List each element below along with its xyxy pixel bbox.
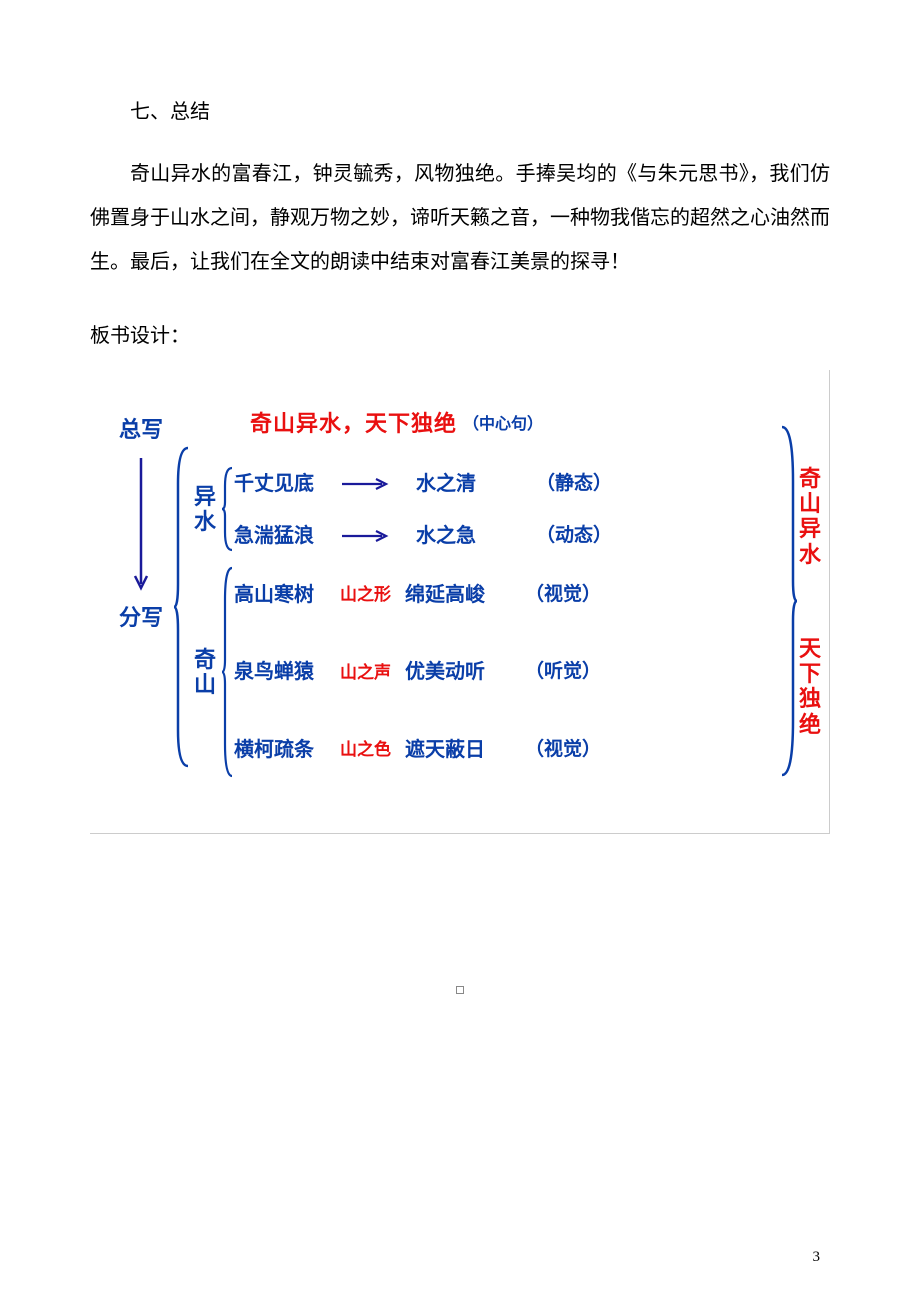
cell-desc: 绵延高峻 [405,573,503,617]
cell-desc: 水之急 [416,514,514,558]
cell-note: （视觉） [525,729,615,771]
mountain-row: 泉鸟蝉猿 山之声 优美动听 （听觉） [234,650,779,694]
center-sentence: 奇山异水，天下独绝 [250,400,457,448]
brace-mountain-icon [220,560,234,784]
cell-note: （动态） [536,515,626,557]
brace-right-icon [779,421,799,781]
board-design-label: 板书设计： [90,314,830,358]
cell-aspect: 山之声 [340,654,391,691]
brace-water-icon [220,462,234,556]
summary-top: 奇 山 异 水 [799,466,821,567]
label-water: 异 水 [190,462,220,556]
arrow-right-icon [340,477,390,491]
cell-note: （视觉） [525,574,615,616]
water-row: 急湍猛浪 水之急 （动态） [234,514,779,558]
cell-note: （听觉） [525,651,615,693]
summary-bottom: 天 下 独 绝 [799,636,821,737]
cell-note: （静态） [536,463,626,505]
cell-desc: 水之清 [416,462,514,506]
cell-desc: 遮天蔽日 [405,728,503,772]
cell-aspect: 山之色 [340,731,391,768]
cell-phrase: 千丈见底 [234,462,336,506]
cell-phrase: 高山寒树 [234,573,336,617]
label-overall: 总写 [119,406,163,454]
label-mountain: 奇 山 [190,560,220,784]
mountain-row: 横柯疏条 山之色 遮天蔽日 （视觉） [234,728,779,772]
label-detail: 分写 [119,594,163,642]
cell-desc: 优美动听 [405,650,503,694]
brace-left-icon [172,444,190,770]
summary-paragraph: 奇山异水的富春江，钟灵毓秀，风物独绝。手捧吴均的《与朱元思书》，我们仿佛置身于山… [90,152,830,284]
cell-phrase: 急湍猛浪 [234,514,336,558]
board-design-diagram: 总写 分写 奇山异水，天下独绝 （中心句） 异 水 [90,370,830,834]
water-row: 千丈见底 水之清 （静态） [234,462,779,506]
mountain-row: 高山寒树 山之形 绵延高峻 （视觉） [234,573,779,617]
cell-phrase: 泉鸟蝉猿 [234,650,336,694]
arrow-down-icon [133,454,149,594]
arrow-right-icon [340,529,390,543]
center-sentence-note: （中心句） [463,407,543,442]
section-heading: 七、总结 [90,90,830,134]
cell-phrase: 横柯疏条 [234,728,336,772]
page-marker-icon [456,986,464,994]
cell-aspect: 山之形 [340,576,391,613]
page-number: 3 [813,1249,821,1266]
